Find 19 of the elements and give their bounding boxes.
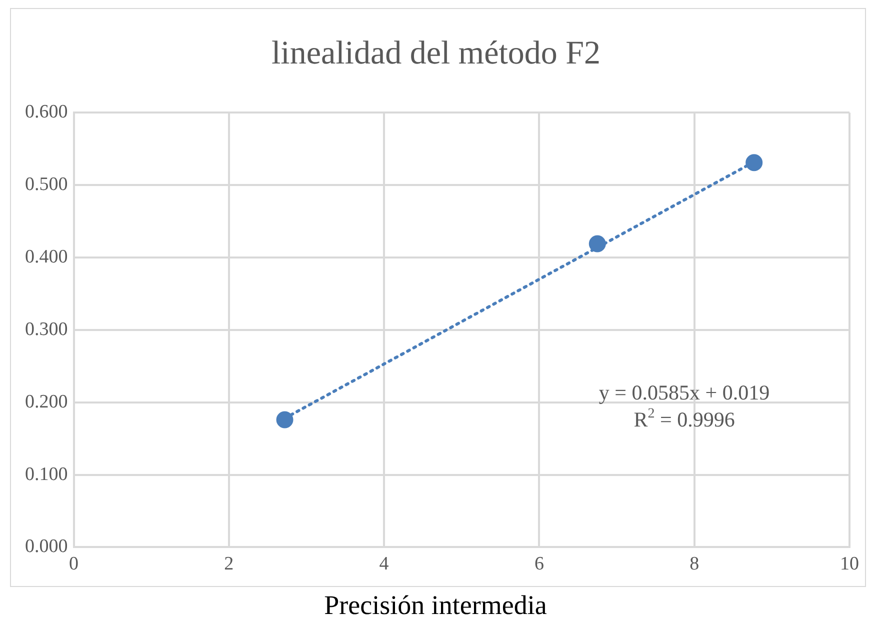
x-axis-title: Precisión intermedia <box>323 590 548 621</box>
y-tick-label: 0.500 <box>25 174 68 196</box>
y-tick-label: 0.600 <box>25 102 68 123</box>
chart-title: linealidad del método F2 <box>271 35 601 72</box>
x-tick-label: 4 <box>379 554 390 575</box>
y-tick-label: 0.400 <box>25 246 68 268</box>
y-tick-label: 0.200 <box>25 391 68 412</box>
x-tick-label: 2 <box>224 554 234 575</box>
y-tick-label: 0.100 <box>25 464 68 485</box>
point <box>276 411 294 428</box>
y-tick-label: 0.000 <box>25 536 68 558</box>
annotation: y = 0.0585x + 0.019 <box>598 380 770 404</box>
point <box>746 154 763 172</box>
point <box>588 235 606 252</box>
y-tick-label: 0.300 <box>25 318 68 340</box>
x-tick-label: 0 <box>69 554 78 575</box>
x-tick-label: 8 <box>690 554 700 575</box>
x-tick-label: 6 <box>534 554 544 575</box>
x-tick-label: 10 <box>840 554 859 575</box>
